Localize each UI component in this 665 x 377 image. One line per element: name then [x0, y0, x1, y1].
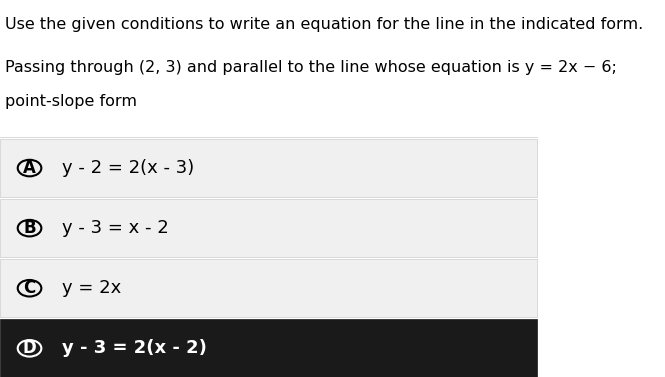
Text: point-slope form: point-slope form [5, 94, 138, 109]
Text: y - 2 = 2(x - 3): y - 2 = 2(x - 3) [62, 159, 194, 177]
FancyBboxPatch shape [0, 139, 537, 197]
Text: y = 2x: y = 2x [62, 279, 121, 297]
Text: y - 3 = x - 2: y - 3 = x - 2 [62, 219, 168, 237]
Circle shape [18, 220, 41, 236]
Text: C: C [23, 279, 36, 297]
Text: Use the given conditions to write an equation for the line in the indicated form: Use the given conditions to write an equ… [5, 17, 644, 32]
Text: A: A [23, 159, 36, 177]
Circle shape [18, 160, 41, 176]
FancyBboxPatch shape [0, 259, 537, 317]
Text: D: D [23, 339, 37, 357]
Circle shape [18, 280, 41, 296]
Text: B: B [23, 219, 36, 237]
Text: Passing through (2, 3) and parallel to the line whose equation is y = 2x − 6;: Passing through (2, 3) and parallel to t… [5, 60, 617, 75]
Text: y - 3 = 2(x - 2): y - 3 = 2(x - 2) [62, 339, 207, 357]
FancyBboxPatch shape [0, 199, 537, 257]
FancyBboxPatch shape [0, 319, 537, 377]
Circle shape [18, 340, 41, 357]
